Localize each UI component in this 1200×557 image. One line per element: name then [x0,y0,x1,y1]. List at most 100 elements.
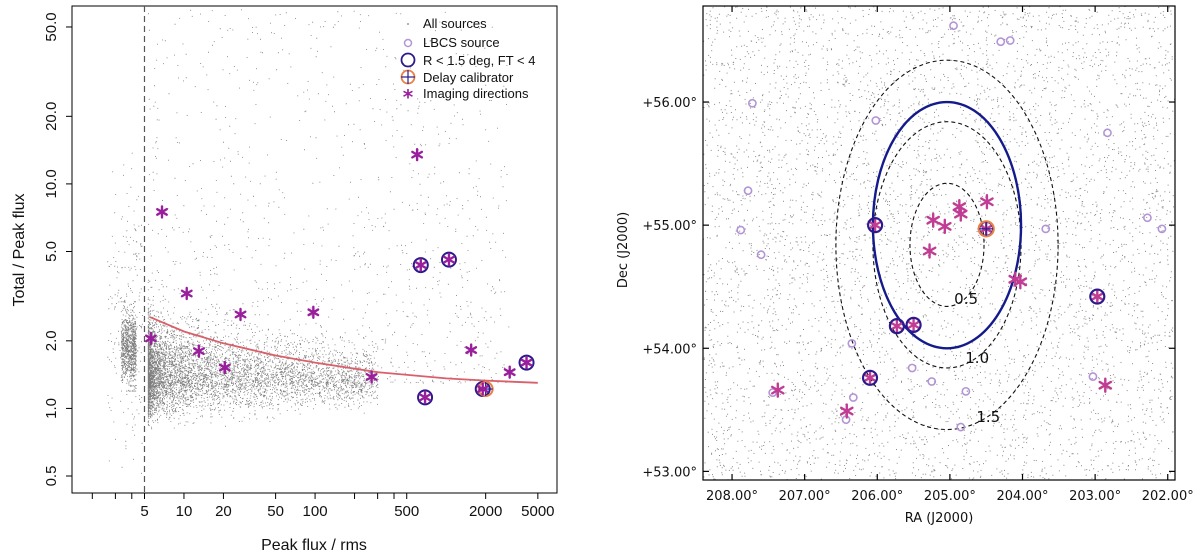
delay-calibrator-ring [977,220,995,238]
imaging-direction-star [307,305,320,319]
imaging-direction-star [922,243,937,259]
right-x-tick-label: 204.00° [997,489,1049,504]
legend-all-sources: All sources [423,16,487,31]
right-x-axis-label: RA (J2000) [905,511,974,526]
imaging-direction-star [980,194,994,210]
imaging-direction-star [906,317,921,333]
right-y-axis-label: Dec (J2000) [616,212,631,288]
lbcs-source [907,363,917,373]
imaging-direction-star [365,370,378,384]
imaging-direction-star [1098,377,1113,393]
right-x-tick-label: 208.00° [706,489,758,504]
lbcs-source [847,338,857,348]
left-x-axis-label: Peak flux / rms [261,537,367,554]
legend-imaging-directions: Imaging directions [423,86,529,101]
left-y-tick-label: 5.0 [43,241,60,262]
left-x-tick-label: 5 [140,503,148,520]
lbcs-source [961,386,971,396]
legend-lbcs-source: LBCS source [423,35,500,50]
left-x-tick-label: 5000 [521,503,554,520]
right-x-tick-label: 206.00° [851,489,903,504]
imaging-direction-star [419,390,432,405]
selected-source-ring [861,369,879,386]
selected-source-ring [412,257,429,274]
field-sources-points [703,6,1175,480]
right-y-tick-label: +55.00° [642,219,697,234]
imaging-direction-star [411,147,424,162]
distance-ring-label: 1.0 [965,349,989,367]
right-plot-frame [702,5,1176,481]
imaging-direction-star [926,212,941,228]
right-x-tick-label: 203.00° [1069,489,1121,504]
imaging-direction-star [144,331,157,346]
right-x-tick-label: 205.00° [924,489,976,504]
imaging-direction-star [868,217,882,233]
imaging-direction-star [192,344,205,358]
right-y-ticks: +53.00° +54.00° +55.00° +56.00° [642,96,1175,480]
lbcs-source [1041,224,1051,234]
imaging-direction-star [234,307,247,322]
legend-all-sources-dot [407,23,409,25]
left-y-tick-label: 2.0 [43,330,60,351]
right-x-tick-label: 202.00° [1142,489,1194,504]
lbcs-source [1103,128,1112,138]
imaging-direction-star [520,355,533,370]
imaging-direction-star [1090,288,1105,305]
imaging-direction-star [863,370,877,386]
distance-ring-label: 1.5 [976,408,1000,426]
left-y-tick-label: 20.0 [43,102,60,131]
selected-source-ring [440,251,457,268]
imaging-direction-star [476,382,489,396]
lbcs-source [927,377,937,386]
selected-source-ring [417,389,434,406]
lbcs-source [848,393,858,402]
distance-ring [909,182,985,307]
lbcs-source [1088,372,1098,381]
right-x-tick-label: 207.00° [779,489,831,504]
left-y-tick-label: 0.5 [43,466,60,487]
imaging-direction-star [218,360,231,375]
lbcs-source [871,116,881,125]
imaging-direction-star [770,382,785,398]
selected-source-ring [866,217,884,234]
left-y-tick-label: 10.0 [43,169,60,198]
legend-star-symbol: * [403,85,414,109]
field-sources-scatter [703,6,1175,480]
imaging-direction-star [1013,274,1028,290]
lbcs-source [743,186,753,196]
right-panel: 0.51.01.5 208.00° 207.00° 206.00° 205.00° 20… [616,5,1194,526]
legend: All sources LBCS source R < 1.5 deg, FT … [400,16,536,109]
lbcs-source [996,37,1006,47]
right-x-ticks: 208.00° 207.00° 206.00° 205.00° 204.00° 203.0… [706,6,1194,504]
right-y-tick-label: +53.00° [642,465,697,480]
left-panel: 5 10 20 50 100 500 2000 5000 0.5 1.0 2.0 5.0 10.0 20… [11,5,558,554]
left-x-tick-label: 500 [394,503,419,520]
legend-r-ft: R < 1.5 deg, FT < 4 [423,53,536,68]
left-x-ticks: 5 10 20 50 100 500 2000 5000 [91,493,555,520]
legend-calibrator-symbol [400,69,416,85]
right-y-tick-label: +54.00° [642,342,697,357]
distance-ring [835,59,1059,431]
all-sources-scatter [107,9,510,474]
imaging-direction-star [414,258,427,272]
lbcs-source [736,225,746,235]
lbcs-source [768,388,778,397]
left-y-ticks: 0.5 1.0 2.0 5.0 10.0 20.0 50.0 [43,12,72,486]
imaging-direction-star [839,403,854,419]
distance-ring-label: 0.5 [954,290,978,308]
left-y-tick-label: 1.0 [43,398,60,419]
imaging-direction-star [953,206,968,222]
envelope-curve [149,316,538,384]
left-y-tick-label: 50.0 [43,12,60,41]
left-y-axis-label: Total / Peak flux [11,194,28,307]
imaging-direction-star [890,318,904,334]
imaging-direction-star [952,198,967,215]
left-x-tick-label: 2000 [469,503,502,520]
selected-source-ring [905,316,922,333]
lbcs-source [747,98,757,108]
imaging-direction-star [443,252,455,267]
all-sources-points [107,9,510,474]
left-plot-frame [71,5,558,494]
legend-ring-symbol [400,52,416,68]
